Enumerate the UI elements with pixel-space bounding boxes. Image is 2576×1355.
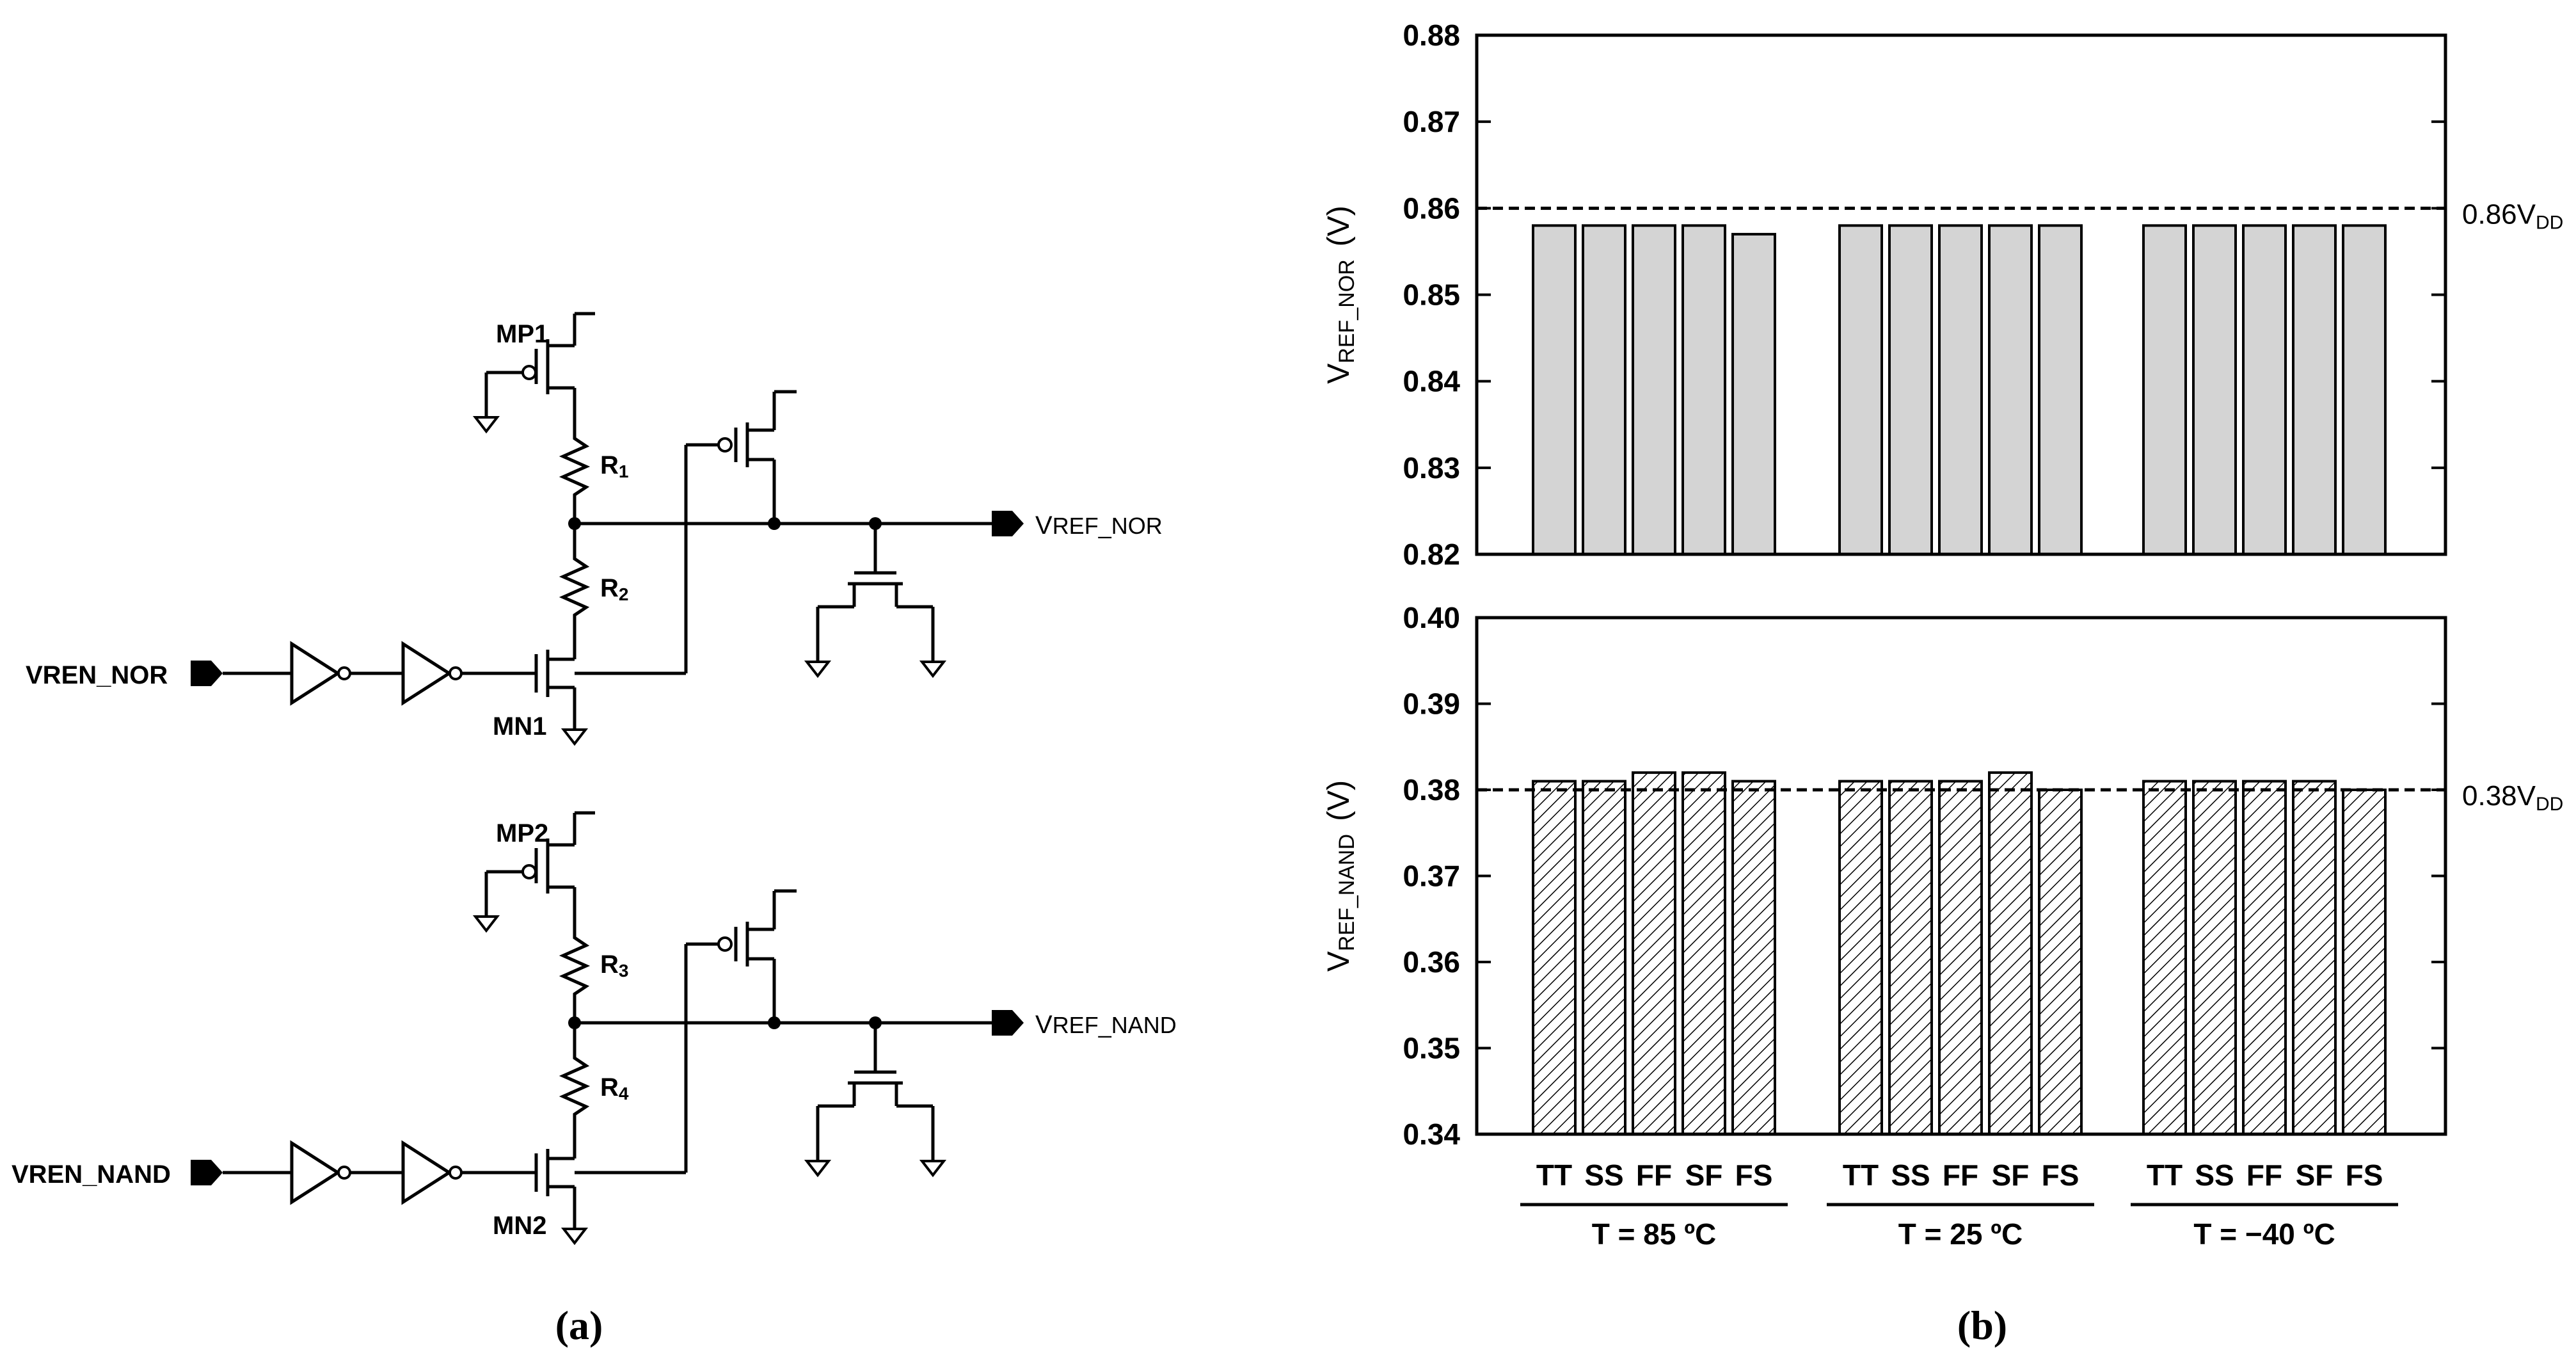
bar-bottom-TT bbox=[1838, 780, 1883, 1136]
x-tick-label: TT bbox=[2147, 1159, 2182, 1192]
x-tick-label: SF bbox=[1685, 1159, 1723, 1192]
x-tick-label: FS bbox=[2042, 1159, 2079, 1192]
svg-text:R2: R2 bbox=[600, 574, 628, 604]
y-tick-label: 0.88 bbox=[1403, 19, 1460, 52]
bar-top-TT bbox=[1838, 224, 1883, 556]
svg-text:R1: R1 bbox=[600, 451, 628, 481]
bar-top-FF bbox=[1938, 224, 1983, 556]
y-tick-label: 0.34 bbox=[1403, 1118, 1460, 1151]
x-tick-label: TT bbox=[1843, 1159, 1879, 1192]
group-label: T = 85 ºC bbox=[1592, 1217, 1717, 1251]
inverter-icon bbox=[290, 1140, 341, 1205]
y-tick-label: 0.85 bbox=[1403, 278, 1460, 312]
output-pin-icon bbox=[992, 1010, 1024, 1036]
schematic-nor: VREN_NOR MN1 MP1 R1 bbox=[26, 312, 1163, 744]
bar-bottom-FF bbox=[1632, 771, 1676, 1135]
bar-top-SF bbox=[1682, 224, 1726, 556]
x-tick-label: FF bbox=[1636, 1159, 1672, 1192]
chart-b: 0.86VDD 0.88 0.87 0.86 0.85 0.84 0.83 0.82 VREF_… bbox=[1322, 19, 2563, 1251]
x-tick-label: FS bbox=[1735, 1159, 1773, 1192]
bar-bottom-FF bbox=[2242, 780, 2287, 1136]
bar-bottom-SF bbox=[2292, 780, 2337, 1136]
y-tick-label: 0.40 bbox=[1403, 601, 1460, 634]
y-tick-label: 0.37 bbox=[1403, 860, 1460, 893]
bar-top-FS bbox=[2038, 224, 2083, 556]
caption-a: (a) bbox=[555, 1303, 603, 1348]
bar-top-SS bbox=[2192, 224, 2237, 556]
x-tick-label: FS bbox=[2346, 1159, 2383, 1192]
x-tick-label: FF bbox=[2246, 1159, 2282, 1192]
input-label: VREN_NOR bbox=[26, 661, 168, 689]
bar-bottom-TT bbox=[2142, 780, 2187, 1136]
y-axis-label: VREF_NOR(V) bbox=[1322, 205, 1359, 383]
chart-panel-top: 0.86VDD 0.88 0.87 0.86 0.85 0.84 0.83 0.82 VREF_… bbox=[1322, 19, 2563, 571]
inverter-icon bbox=[401, 1140, 452, 1205]
svg-text:R4: R4 bbox=[600, 1073, 629, 1103]
nmos-label: MN1 bbox=[493, 712, 546, 741]
input-label: VREN_NAND bbox=[12, 1160, 171, 1189]
input-pin-icon bbox=[191, 1160, 223, 1185]
y-tick-label: 0.35 bbox=[1403, 1032, 1460, 1065]
input-pin-icon bbox=[191, 661, 223, 686]
bar-bottom-SF bbox=[1682, 771, 1726, 1135]
x-tick-label: SS bbox=[1584, 1159, 1623, 1192]
x-tick-label: SF bbox=[2296, 1159, 2334, 1192]
bar-top-TT bbox=[2142, 224, 2187, 556]
y-tick-label: 0.87 bbox=[1403, 105, 1460, 138]
bar-top-FF bbox=[1632, 224, 1676, 556]
x-tick-label: SS bbox=[2195, 1159, 2234, 1192]
bar-bottom-SS bbox=[1582, 780, 1626, 1136]
chart-panel-bottom: 0.38VDD 0.40 0.39 0.38 0.37 0.36 0.35 0.34 VREF_… bbox=[1322, 601, 2563, 1151]
caption-b: (b) bbox=[1957, 1303, 2007, 1348]
bar-top-TT bbox=[1532, 224, 1577, 556]
y-tick-label: 0.36 bbox=[1403, 945, 1460, 979]
bar-bottom-SF bbox=[1988, 771, 2033, 1135]
reference-label: 0.86VDD bbox=[2462, 198, 2563, 233]
bar-bottom-FS bbox=[2038, 789, 2083, 1135]
svg-text:R3: R3 bbox=[600, 950, 628, 981]
x-tick-label: SS bbox=[1891, 1159, 1930, 1192]
bar-top-SS bbox=[1582, 224, 1626, 556]
bar-bottom-SS bbox=[2192, 780, 2237, 1136]
bar-top-FS bbox=[2342, 224, 2387, 556]
schematic-nand: VREN_NAND MN2 MP2 R3 R4 bbox=[12, 811, 1177, 1243]
bar-top-FS bbox=[1731, 232, 1776, 556]
inverter-icon bbox=[290, 641, 341, 706]
output-label: VREF_NAND bbox=[1035, 1011, 1177, 1039]
y-tick-label: 0.82 bbox=[1403, 538, 1460, 571]
inverter-icon bbox=[401, 641, 452, 706]
x-tick-label: TT bbox=[1536, 1159, 1572, 1192]
y-axis-label: VREF_NAND(V) bbox=[1322, 780, 1359, 972]
bar-top-SS bbox=[1888, 224, 1933, 556]
group-label: T = 25 ºC bbox=[1898, 1217, 2023, 1251]
nmos-label: MN2 bbox=[493, 1212, 546, 1240]
bar-top-SF bbox=[1988, 224, 2033, 556]
group-label: T = −40 ºC bbox=[2193, 1217, 2335, 1251]
y-tick-label: 0.84 bbox=[1403, 365, 1460, 398]
y-tick-label: 0.86 bbox=[1403, 191, 1460, 225]
pmos-label: MP1 bbox=[496, 320, 548, 348]
y-tick-label: 0.83 bbox=[1403, 451, 1460, 485]
bar-top-FF bbox=[2242, 224, 2287, 556]
bar-bottom-SS bbox=[1888, 780, 1933, 1136]
reference-label: 0.38VDD bbox=[2462, 780, 2563, 815]
x-tick-label: SF bbox=[1992, 1159, 2030, 1192]
y-tick-label: 0.39 bbox=[1403, 687, 1460, 721]
bar-bottom-FS bbox=[1731, 780, 1776, 1136]
x-tick-label: FF bbox=[1943, 1159, 1978, 1192]
bar-top-SF bbox=[2292, 224, 2337, 556]
bar-bottom-FF bbox=[1938, 780, 1983, 1136]
pmos-label: MP2 bbox=[496, 819, 548, 847]
bar-bottom-TT bbox=[1532, 780, 1577, 1136]
output-pin-icon bbox=[992, 511, 1024, 536]
output-label: VREF_NOR bbox=[1035, 511, 1163, 540]
y-tick-label: 0.38 bbox=[1403, 773, 1460, 806]
bar-bottom-FS bbox=[2342, 789, 2387, 1135]
